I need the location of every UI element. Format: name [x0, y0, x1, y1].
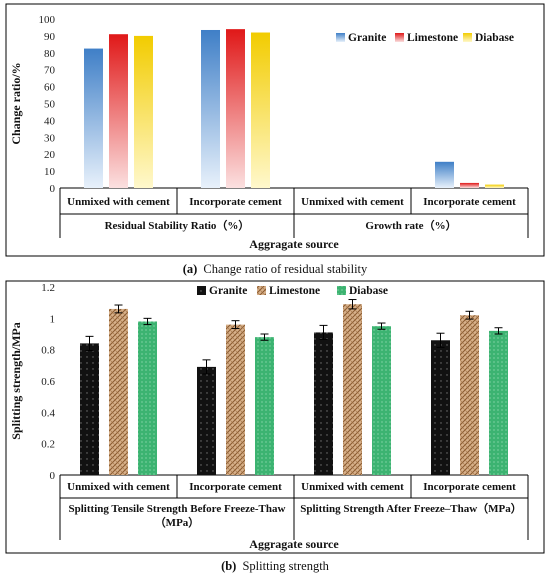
a-group-label-line: Growth rate（%）: [365, 219, 456, 232]
b-group-label: Splitting Tensile Strength Before Freeze…: [69, 503, 286, 529]
caption-a: (a) Change ratio of residual stability: [183, 262, 368, 276]
a-ytick-label: 50: [44, 99, 56, 111]
a-category-label: Unmixed with cement: [67, 196, 170, 208]
b-ytick-label: 0: [50, 470, 56, 482]
b-legend-label-granite: Granite: [209, 285, 247, 297]
a-bar-diabase: [485, 184, 504, 188]
caption-b-letter: (b): [221, 559, 236, 573]
a-ytick-label: 70: [44, 65, 56, 77]
a-bar-granite: [201, 29, 220, 188]
a-group-label-line: Residual Stability Ratio（%）: [105, 219, 250, 232]
a-category-label: Incorporate cement: [189, 196, 282, 208]
b-bar-limestone: [343, 304, 362, 475]
b-bar-diabase: [255, 337, 274, 475]
b-legend-swatch-limestone: [257, 286, 266, 295]
b-ytick-label: 0.6: [41, 376, 55, 388]
b-ytick-label: 0.4: [41, 407, 55, 419]
b-bar-granite: [80, 343, 99, 475]
b-ytick-label: 1.2: [41, 282, 55, 294]
a-bar-limestone: [460, 182, 479, 188]
a-legend-swatch-diabase: [463, 33, 472, 42]
b-legend-label-diabase: Diabase: [349, 285, 388, 297]
b-group-label-line: （MPa）: [155, 516, 200, 529]
b-bar-granite: [431, 340, 450, 475]
a-ytick-label: 90: [44, 31, 56, 43]
a-group-label: Residual Stability Ratio（%）: [105, 219, 250, 232]
b-category-label: Unmixed with cement: [67, 481, 170, 493]
b-category-label: Incorporate cement: [189, 481, 282, 493]
b-bar-limestone: [460, 315, 479, 475]
b-ytick-label: 0.8: [41, 345, 55, 357]
a-legend-swatch-granite: [336, 33, 345, 42]
b-group-label-line: Splitting Strength After Freeze–Thaw（MPa…: [300, 502, 522, 515]
a-ytick-label: 40: [44, 115, 56, 127]
b-bar-granite: [314, 332, 333, 475]
b-x-axis-title: Aggragate source: [249, 537, 339, 551]
b-ytick-label: 1: [50, 313, 56, 325]
a-category-label: Incorporate cement: [423, 196, 516, 208]
a-ytick-label: 10: [44, 166, 56, 178]
chart-a: 0 10 20 30 40 50 60 70 80 90 100 Change ratio/% Unmi…: [9, 14, 529, 251]
a-ytick-label: 30: [44, 132, 56, 144]
a-ytick-label: 20: [44, 149, 56, 161]
a-bar-limestone: [226, 29, 245, 188]
b-bar-limestone: [109, 308, 128, 475]
a-legend-label-granite: Granite: [348, 32, 386, 44]
b-y-axis-title: Splitting strength/MPa: [9, 322, 23, 439]
a-ytick-label: 100: [39, 14, 56, 26]
b-group-label: Splitting Strength After Freeze–Thaw（MPa…: [300, 502, 522, 515]
a-x-axis-title: Aggragate source: [249, 237, 339, 251]
panel-a-frame: [5, 3, 545, 257]
b-bar-diabase: [489, 330, 508, 475]
b-bar-diabase: [372, 326, 391, 475]
b-ytick-label: 0.2: [41, 439, 55, 451]
b-legend-label-limestone: Limestone: [269, 285, 320, 297]
b-bar-limestone: [226, 324, 245, 475]
a-group-label: Growth rate（%）: [365, 219, 456, 232]
b-category-label: Unmixed with cement: [301, 481, 404, 493]
panel-b-frame: [5, 280, 545, 554]
b-legend-swatch-granite: [197, 286, 206, 295]
caption-b-text: Splitting strength: [242, 559, 329, 573]
a-ytick-label: 60: [44, 82, 56, 94]
b-legend-swatch-diabase: [337, 286, 346, 295]
a-legend-swatch-limestone: [395, 33, 404, 42]
a-category-label: Unmixed with cement: [301, 196, 404, 208]
a-bar-limestone: [109, 34, 128, 189]
a-bar-diabase: [251, 32, 270, 188]
chart-b: 0 0.2 0.4 0.6 0.8 1 1.2 Splitting strength/MPa U…: [9, 282, 529, 551]
b-bar-granite: [197, 366, 216, 475]
a-legend-label-diabase: Diabase: [475, 32, 514, 44]
a-bar-granite: [435, 161, 454, 188]
caption-b: (b) Splitting strength: [221, 559, 330, 573]
a-legend-label-limestone: Limestone: [407, 32, 458, 44]
a-bar-diabase: [134, 35, 153, 189]
caption-a-text: Change ratio of residual stability: [203, 262, 368, 276]
caption-a-letter: (a): [183, 262, 198, 276]
a-ytick-label: 0: [50, 183, 56, 195]
a-bar-granite: [84, 48, 103, 189]
b-group-label-line: Splitting Tensile Strength Before Freeze…: [69, 503, 286, 515]
b-category-label: Incorporate cement: [423, 481, 516, 493]
b-bar-diabase: [138, 321, 157, 475]
a-ytick-label: 80: [44, 48, 56, 60]
a-y-axis-title: Change ratio/%: [9, 62, 23, 144]
